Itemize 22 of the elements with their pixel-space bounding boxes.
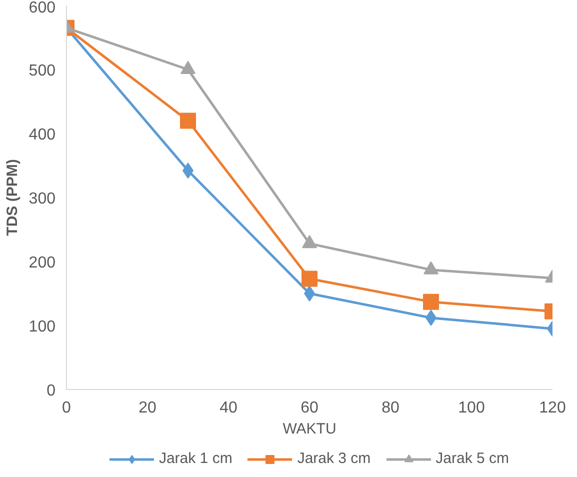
y-tick-label: 600 [28, 0, 56, 16]
point [423, 294, 439, 310]
x-tick-label: 100 [458, 400, 485, 416]
legend-label: Jarak 3 cm [297, 450, 371, 467]
legend-label: Jarak 5 cm [436, 450, 510, 467]
y-tick-label: 100 [28, 318, 56, 336]
y-tick-label: 400 [28, 126, 56, 144]
y-axis-title: TDS (PPM) [4, 159, 21, 236]
y-tick-label: 200 [28, 254, 56, 272]
legend-label: Jarak 1 cm [158, 450, 232, 467]
x-tick-label: 40 [220, 400, 238, 416]
y-tick-label: 500 [28, 62, 56, 80]
x-tick-label: 20 [138, 400, 156, 416]
point [302, 270, 318, 287]
x-tick-label: 60 [300, 400, 318, 416]
y-tick-label: 0 [46, 382, 56, 400]
x-tick-label: 0 [62, 400, 72, 416]
y-tick-label: 300 [28, 190, 56, 208]
x-tick-label: 120 [539, 400, 566, 416]
point [180, 112, 196, 129]
x-tick-label: 80 [382, 400, 400, 416]
x-axis-title: WAKTU [282, 420, 336, 438]
